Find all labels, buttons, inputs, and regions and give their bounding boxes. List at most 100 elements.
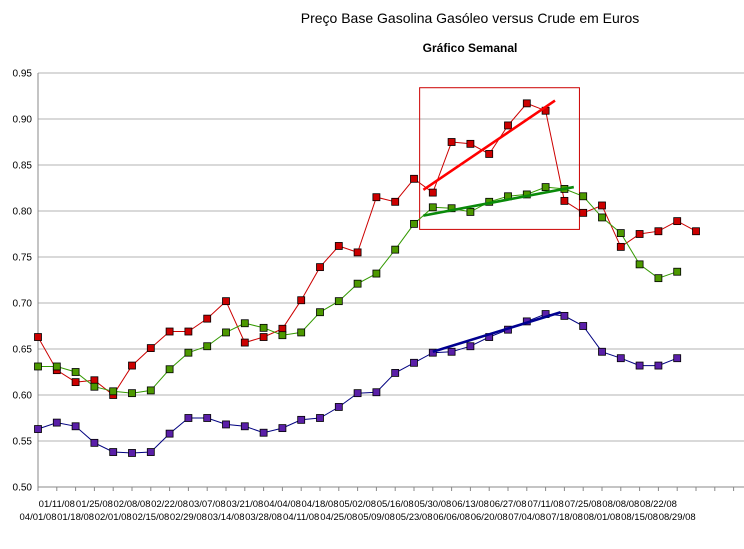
y-tick-label: 0.95 xyxy=(13,69,33,80)
data-point xyxy=(353,279,362,288)
data-point xyxy=(598,347,606,356)
data-point xyxy=(560,196,569,205)
data-point xyxy=(654,274,663,283)
chart-title: Preço Base Gasolina Gasóleo versus Crude… xyxy=(301,10,640,26)
data-point xyxy=(391,197,400,206)
x-tick-label: 04/04/08 xyxy=(264,499,301,510)
data-point xyxy=(52,362,61,371)
axes: 0.50 0.55 0.60 0.65 0.70 0.75 0.80 0.85 0.90 0.95 xyxy=(13,69,744,494)
data-point xyxy=(71,368,80,376)
data-point xyxy=(34,425,42,433)
x-tick-label: 03/28/08 xyxy=(245,512,282,523)
data-point xyxy=(616,229,625,237)
x-tick-label: 08/22/08 xyxy=(640,499,677,510)
data-point xyxy=(372,388,381,397)
y-tick-label: 0.50 xyxy=(13,483,33,494)
data-point xyxy=(165,365,174,374)
data-point xyxy=(316,263,324,272)
y-tick-label: 0.80 xyxy=(13,207,33,218)
data-point xyxy=(654,227,663,236)
data-point xyxy=(635,361,644,370)
y-tick-label: 0.55 xyxy=(13,437,33,448)
data-point xyxy=(90,376,99,385)
x-tick-label: 05/16/08 xyxy=(377,499,414,510)
data-point xyxy=(428,348,437,357)
x-tick-label: 04/25/08 xyxy=(320,512,357,523)
data-point xyxy=(372,193,381,202)
data-point xyxy=(222,328,230,337)
data-point xyxy=(297,415,306,424)
x-tick-label: 08/01/08 xyxy=(584,512,621,523)
x-tick-label: 05/23/08 xyxy=(396,512,433,523)
data-point xyxy=(90,382,99,391)
data-point xyxy=(616,242,625,251)
data-point xyxy=(673,267,682,276)
data-point xyxy=(297,296,306,305)
data-point xyxy=(184,327,193,336)
gridlines xyxy=(38,72,744,488)
x-tick-label: 07/25/08 xyxy=(565,499,602,510)
x-tick-label: 08/15/08 xyxy=(621,512,658,523)
highlight-box xyxy=(419,87,580,230)
y-tick-label: 0.70 xyxy=(13,299,33,310)
x-tick-label: 02/22/08 xyxy=(151,499,188,510)
data-point xyxy=(34,333,42,341)
data-point xyxy=(316,414,324,422)
x-tick-label: 08/08/08 xyxy=(602,499,639,510)
data-point xyxy=(316,308,324,317)
data-point xyxy=(71,378,80,387)
x-tick-label: 02/01/08 xyxy=(95,512,132,523)
data-point xyxy=(598,213,606,222)
data-point xyxy=(598,201,606,210)
data-point xyxy=(353,248,362,257)
data-point xyxy=(128,389,136,398)
x-tick-labels: 04/01/08 01/18/08 02/01/08 02/15/08 02/29/08… xyxy=(20,499,696,523)
y-tick-label: 0.85 xyxy=(13,161,33,172)
data-point xyxy=(165,429,174,438)
x-tick-label: 06/06/08 xyxy=(433,512,470,523)
data-point xyxy=(428,203,437,212)
data-point xyxy=(522,99,531,108)
data-point xyxy=(34,362,42,371)
series-line xyxy=(37,313,678,454)
data-point xyxy=(203,414,212,422)
data-point xyxy=(391,245,400,254)
data-point xyxy=(109,387,118,396)
data-point xyxy=(541,183,550,191)
y-tick-label: 0.65 xyxy=(13,345,33,356)
x-tick-label: 04/11/08 xyxy=(283,512,319,523)
data-point xyxy=(128,361,136,370)
data-point xyxy=(372,269,381,278)
data-point xyxy=(466,342,475,351)
data-point xyxy=(654,361,663,370)
data-point xyxy=(259,323,268,332)
data-point xyxy=(278,424,287,433)
data-point xyxy=(146,344,155,352)
chart-subtitle: Gráfico Semanal xyxy=(423,41,518,55)
data-point xyxy=(184,348,193,357)
data-point xyxy=(71,422,80,431)
x-tick-label: 06/27/08 xyxy=(490,499,527,510)
data-point xyxy=(184,414,193,422)
data-point xyxy=(297,328,306,337)
x-tick-label: 08/29/08 xyxy=(659,512,696,523)
x-tick-label: 01/25/08 xyxy=(76,499,113,510)
x-tick-label: 01/18/08 xyxy=(57,512,94,523)
data-point xyxy=(109,448,118,456)
series-layer xyxy=(34,99,700,457)
data-point xyxy=(278,331,287,340)
y-tick-label: 0.90 xyxy=(13,115,33,126)
x-tick-label: 02/15/08 xyxy=(132,512,169,523)
x-tick-label: 01/11/08 xyxy=(39,499,75,510)
data-point xyxy=(222,420,230,429)
data-point xyxy=(579,192,588,201)
x-tick-label: 06/13/08 xyxy=(452,499,489,510)
data-point xyxy=(560,311,569,320)
data-point xyxy=(90,438,99,447)
data-point xyxy=(504,121,512,130)
x-tick-label: 05/02/08 xyxy=(339,499,376,510)
x-tick-label: 04/18/08 xyxy=(302,499,339,510)
data-point xyxy=(259,333,268,341)
x-tick-label: 05/30/08 xyxy=(414,499,451,510)
